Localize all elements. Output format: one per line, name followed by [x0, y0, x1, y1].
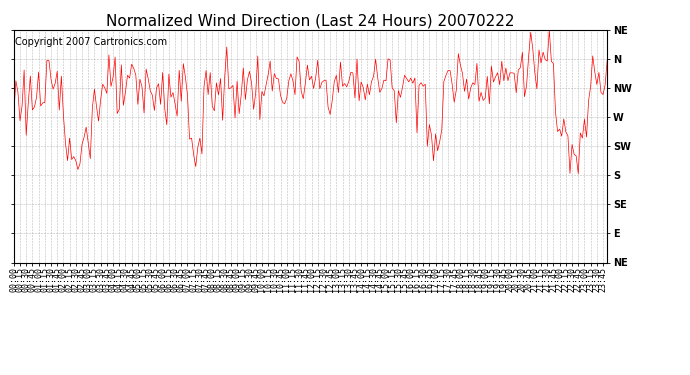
Text: Copyright 2007 Cartronics.com: Copyright 2007 Cartronics.com — [15, 37, 167, 47]
Title: Normalized Wind Direction (Last 24 Hours) 20070222: Normalized Wind Direction (Last 24 Hours… — [106, 14, 515, 29]
